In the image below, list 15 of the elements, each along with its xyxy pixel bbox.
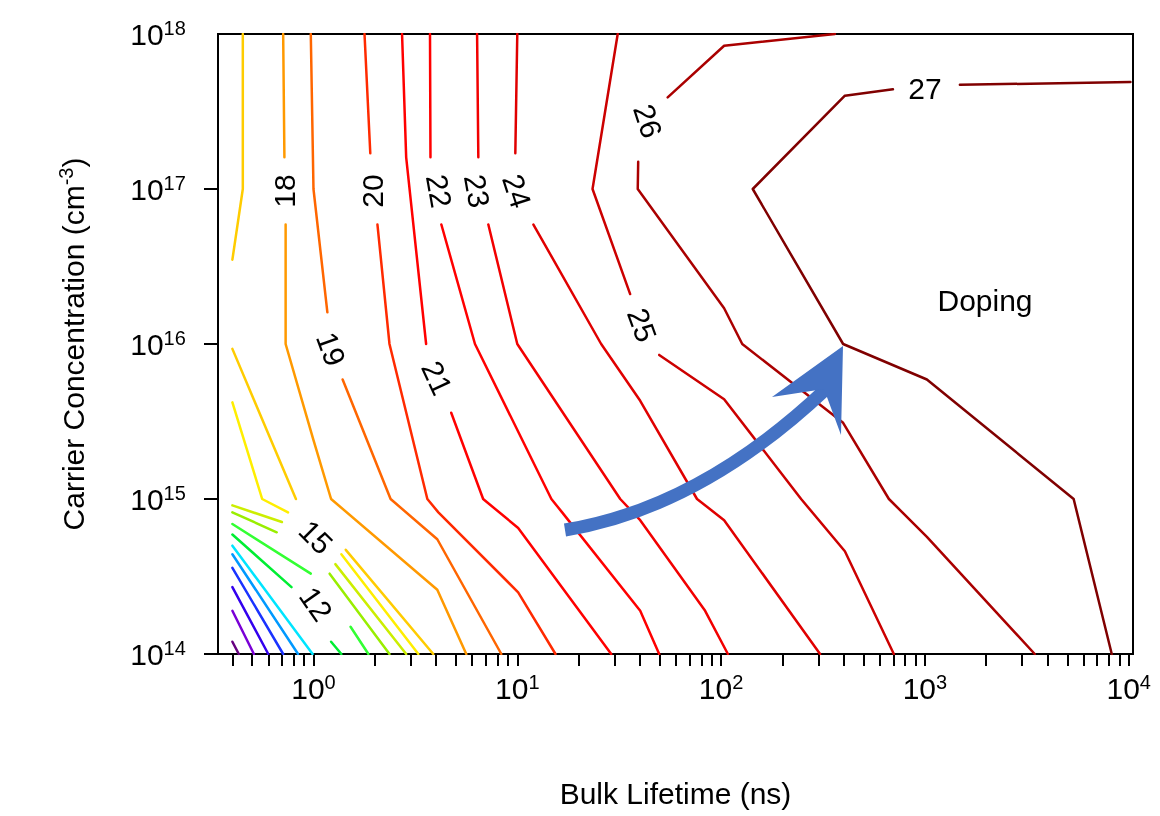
annotation: Doping	[937, 283, 1033, 317]
annotation: 15	[292, 513, 340, 561]
annotation: 20	[355, 174, 389, 208]
y-axis-title: Carrier Concentration (cm-3)	[55, 157, 90, 531]
x-axis-title: Bulk Lifetime (ns)	[559, 776, 792, 810]
annotation: 19	[309, 327, 353, 371]
annotation: 25	[620, 303, 664, 347]
annotation: 26	[627, 100, 669, 142]
annotation: 24	[496, 170, 538, 212]
annotation: 18	[267, 174, 301, 208]
annotation: 23	[457, 171, 497, 211]
annotation: 22	[419, 171, 459, 211]
annotation: 12	[292, 580, 340, 628]
annotation: 27	[908, 71, 942, 105]
annotation: 21	[414, 355, 460, 401]
